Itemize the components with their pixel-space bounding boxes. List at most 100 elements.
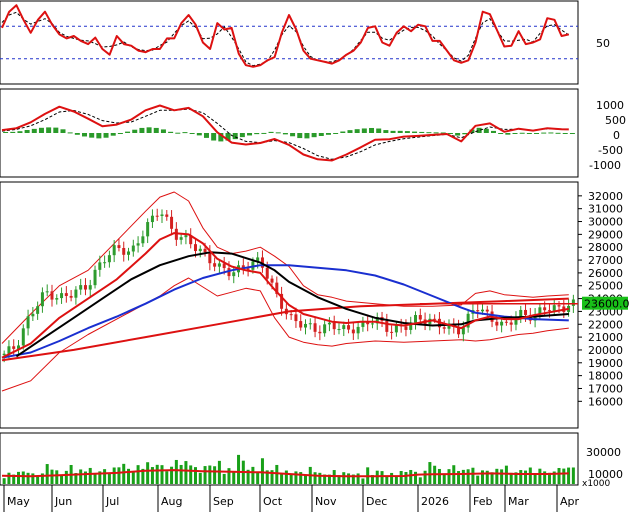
volume-bar (495, 468, 499, 484)
volume-bar (222, 473, 226, 484)
volume-bar (404, 471, 408, 484)
volume-bar (155, 464, 159, 484)
volume-bar (93, 473, 97, 484)
volume-ma-line (1, 469, 569, 478)
macd-histogram-bar (361, 128, 367, 133)
candle-body (466, 313, 470, 328)
candle-body (543, 307, 547, 311)
candle-body (332, 322, 336, 330)
volume-bar (7, 472, 11, 484)
x-axis-label: Mar (508, 495, 529, 508)
macd-histogram-bar (46, 127, 52, 133)
volume-bar (337, 475, 341, 484)
candle-body (40, 292, 44, 307)
candle-body (208, 252, 212, 264)
candle-body (103, 262, 107, 264)
volume-bar (524, 470, 528, 484)
volume-bar (26, 472, 30, 484)
volume-bar (198, 472, 202, 484)
candle-body (509, 322, 513, 325)
x-axis-label: Apr (560, 495, 580, 508)
volume-bar (447, 469, 451, 484)
macd-histogram-bar (498, 133, 504, 134)
price-tick-label: 30000 (588, 216, 623, 229)
candle-body (246, 268, 250, 270)
volume-bar (208, 465, 212, 484)
volume-bar (380, 471, 384, 484)
candle-body (241, 265, 245, 269)
volume-bar (327, 474, 331, 484)
price-tick-label: 27000 (588, 254, 623, 267)
candle-body (7, 346, 11, 354)
candle-body (308, 323, 312, 325)
macd-histogram-bar (519, 132, 525, 134)
volume-bar (332, 470, 336, 484)
rsi-layer (0, 4, 578, 68)
rsi-line (1, 4, 570, 68)
macd-histogram-bar (383, 130, 389, 133)
candle-body (356, 326, 360, 334)
macd-histogram-bar (534, 133, 540, 134)
volume-bar (122, 463, 126, 484)
macd-frame (0, 88, 579, 178)
volume-bar (423, 470, 427, 484)
volume-bar (79, 469, 83, 484)
last-price-label: 23600.00 (584, 298, 630, 311)
candle-body (433, 318, 437, 320)
volume-bar (571, 467, 575, 484)
macd-histogram-bar (562, 133, 568, 134)
macd-tick-1000: 1000 (596, 99, 624, 112)
macd-histogram-bar (325, 133, 331, 135)
volume-bar (323, 474, 327, 484)
macd-histogram-bar (103, 133, 109, 138)
ma-short-line (1, 232, 569, 359)
macd-histogram-bar (261, 132, 267, 134)
candle-body (480, 309, 484, 312)
candle-body (146, 222, 150, 237)
candle-body (69, 295, 73, 298)
macd-histogram-bar (469, 129, 475, 133)
price-tick-label: 25000 (588, 280, 623, 293)
volume-bar (64, 470, 68, 484)
candle-body (165, 214, 169, 217)
rsi-signal-line (1, 11, 570, 67)
macd-histogram-bar (275, 132, 281, 134)
volume-bar (275, 464, 279, 484)
x-axis-label: Feb (473, 495, 492, 508)
volume-bar (318, 472, 322, 484)
candle-body (557, 305, 561, 307)
price-tick-label: 22000 (588, 318, 623, 331)
candle-body (213, 263, 217, 267)
macd-histogram-bar (397, 130, 403, 133)
volume-bar (466, 469, 470, 484)
macd-histogram-bar (60, 129, 66, 133)
volume-layer (1, 454, 575, 484)
candle-body (17, 345, 21, 349)
macd-histogram-bar (225, 133, 231, 141)
macd-histogram-bar (168, 131, 174, 133)
macd-histogram-bar (125, 131, 131, 133)
macd-histogram-bar (440, 132, 446, 134)
candle-body (179, 237, 183, 240)
candle-body (347, 325, 351, 330)
volume-tick-30000: 30000 (586, 446, 621, 459)
volume-bar (562, 468, 566, 484)
candle-body (50, 291, 54, 300)
macd-histogram-bar (53, 127, 59, 133)
ma-black-line (15, 251, 569, 358)
macd-histogram-bar (404, 131, 410, 133)
price-tick-label: 28000 (588, 241, 623, 254)
volume-bar (117, 467, 121, 484)
macd-histogram-bar (89, 133, 95, 138)
candle-body (547, 310, 551, 312)
volume-bar (533, 473, 537, 484)
macd-histogram-bar (117, 133, 123, 134)
volume-bar (21, 471, 25, 484)
volume-bar (160, 465, 164, 484)
candle-body (74, 289, 78, 298)
volume-bar (60, 475, 64, 484)
volume-bar (170, 466, 174, 484)
candle-body (170, 216, 174, 229)
volume-bar (280, 473, 284, 484)
macd-histogram-bar (333, 133, 339, 134)
